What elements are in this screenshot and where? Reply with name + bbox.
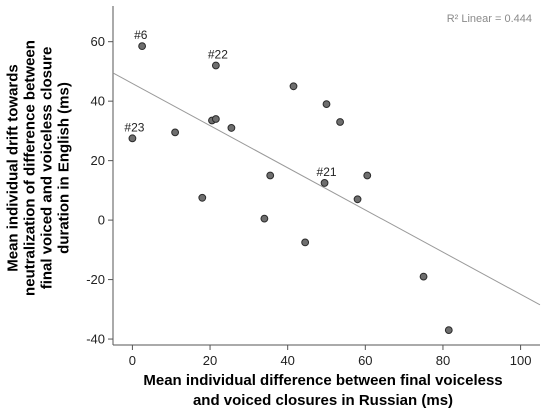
fit-line bbox=[112, 72, 541, 306]
data-point bbox=[227, 124, 236, 132]
data-point bbox=[444, 326, 453, 335]
x-tick-label: 40 bbox=[280, 353, 294, 368]
x-tick-label: 80 bbox=[436, 353, 450, 368]
data-point bbox=[138, 42, 147, 51]
data-point bbox=[128, 134, 137, 143]
data-point bbox=[266, 171, 275, 180]
y-tick-label: 40 bbox=[91, 94, 105, 109]
y-tick-label: -20 bbox=[86, 272, 105, 287]
y-tick-label: 0 bbox=[98, 213, 105, 228]
data-point bbox=[419, 272, 428, 281]
x-axis-title-line: Mean individual difference between final… bbox=[143, 372, 502, 389]
data-point bbox=[336, 118, 344, 126]
y-axis-title: Mean individual drift towardsneutralizat… bbox=[5, 40, 73, 296]
plot-layer: -40 -20 0 20 40 60 0 20 40 60 80 100 #6 #22 #23 #21 bbox=[86, 6, 541, 368]
data-point bbox=[211, 61, 220, 70]
y-tick-label: 60 bbox=[91, 34, 105, 49]
data-point bbox=[198, 193, 207, 202]
point-annotation: #22 bbox=[208, 47, 228, 61]
data-point bbox=[363, 171, 372, 180]
data-point bbox=[171, 128, 180, 137]
point-annotation: #21 bbox=[317, 165, 337, 179]
x-tick-label: 0 bbox=[129, 353, 136, 368]
y-axis-title-line: neutralization of difference between bbox=[22, 40, 39, 296]
y-tick-label: 20 bbox=[91, 153, 105, 168]
point-annotation: #23 bbox=[124, 120, 144, 134]
data-point bbox=[301, 238, 310, 247]
point-annotation: #6 bbox=[134, 28, 148, 42]
data-point bbox=[211, 115, 220, 123]
y-axis-title-line: duration in English (ms) bbox=[56, 82, 73, 254]
y-axis-title-line: Mean individual drift towards bbox=[5, 64, 22, 272]
data-point bbox=[260, 214, 269, 223]
data-point bbox=[320, 179, 329, 187]
x-tick-label: 20 bbox=[203, 353, 217, 368]
x-tick-label: 100 bbox=[510, 353, 532, 368]
data-point bbox=[353, 195, 362, 204]
data-point bbox=[322, 100, 331, 109]
data-point bbox=[289, 82, 298, 91]
y-tick-label: -40 bbox=[86, 332, 105, 347]
r2-label: R² Linear = 0.444 bbox=[447, 13, 532, 25]
x-tick-label: 60 bbox=[358, 353, 372, 368]
x-axis-title: Mean individual difference between final… bbox=[143, 372, 502, 409]
y-axis-title-line: final voiced and voiceless closure bbox=[39, 47, 56, 290]
x-axis-title-line: and voiced closures in Russian (ms) bbox=[193, 392, 453, 409]
